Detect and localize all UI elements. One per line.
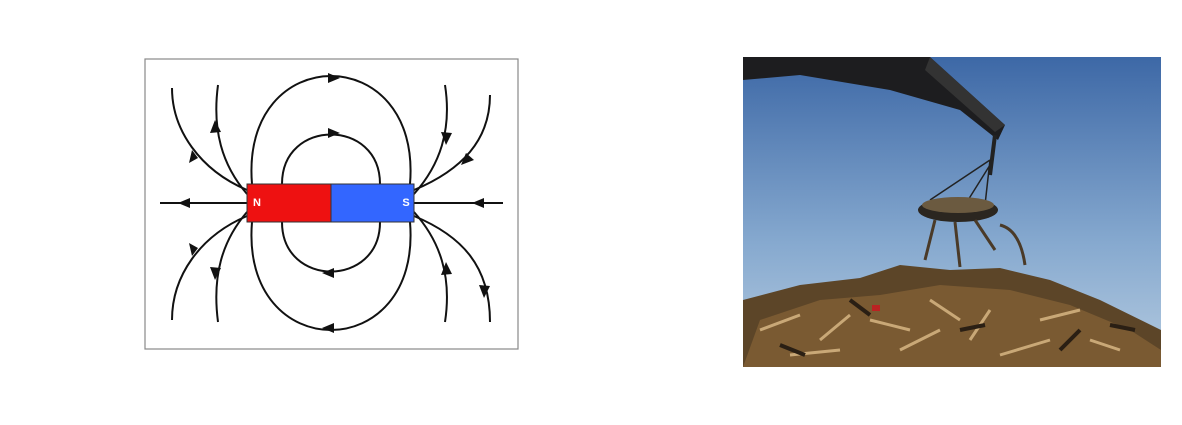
field-diagram: N S	[144, 58, 519, 350]
south-label: S	[402, 197, 409, 209]
north-label: N	[253, 197, 261, 209]
field-arrows	[178, 73, 490, 333]
scrap-crane-photo	[743, 57, 1161, 367]
field-lines	[160, 75, 503, 331]
south-pole	[330, 183, 415, 223]
north-pole	[246, 183, 332, 223]
